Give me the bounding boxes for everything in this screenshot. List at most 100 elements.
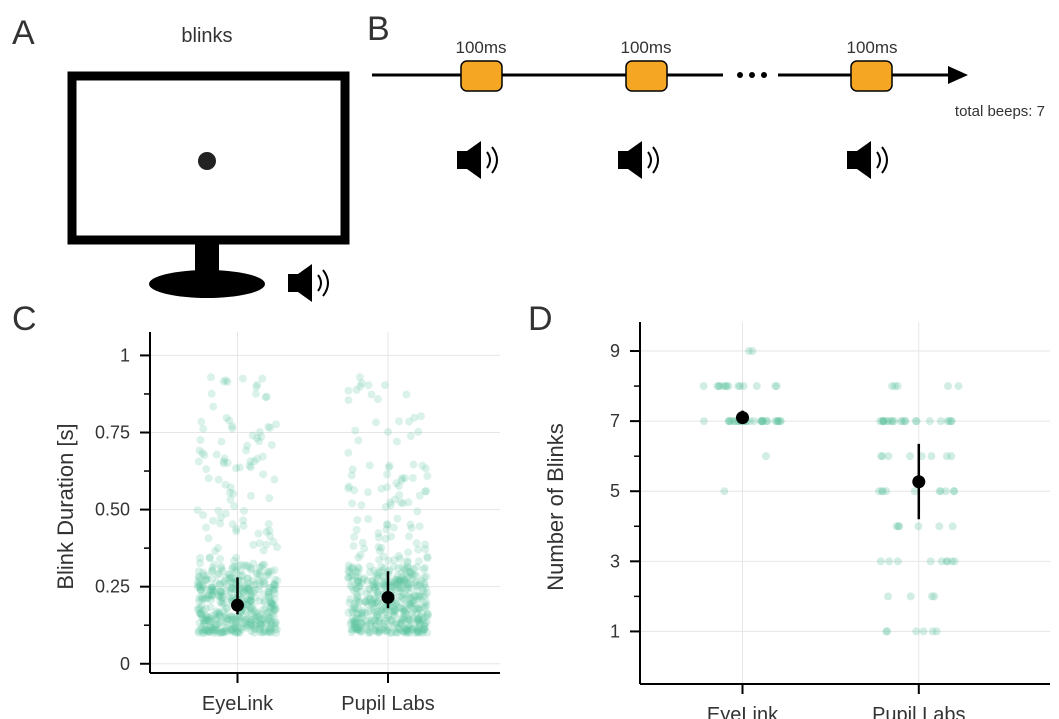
data-point bbox=[384, 427, 393, 436]
data-point bbox=[264, 567, 273, 576]
data-point bbox=[262, 527, 271, 536]
data-point bbox=[724, 417, 733, 426]
data-point bbox=[776, 417, 785, 426]
data-point bbox=[218, 587, 227, 596]
data-point bbox=[228, 584, 237, 593]
data-point bbox=[395, 592, 404, 601]
data-point bbox=[269, 537, 278, 546]
data-point bbox=[256, 570, 265, 579]
data-point bbox=[412, 539, 421, 548]
data-point bbox=[403, 579, 412, 588]
data-point bbox=[220, 454, 229, 463]
data-point bbox=[267, 600, 276, 609]
data-point bbox=[411, 605, 420, 614]
total-beeps-label: total beeps: 7 bbox=[955, 103, 1045, 120]
data-point bbox=[357, 609, 366, 618]
data-point bbox=[399, 590, 408, 599]
data-point bbox=[384, 605, 393, 614]
data-point bbox=[877, 487, 886, 496]
data-point bbox=[413, 507, 422, 516]
data-point bbox=[402, 579, 411, 588]
data-point bbox=[375, 568, 384, 577]
data-point bbox=[890, 417, 899, 426]
data-point bbox=[198, 449, 207, 458]
data-point bbox=[387, 532, 396, 541]
data-point bbox=[411, 628, 420, 637]
data-point bbox=[415, 605, 424, 614]
data-point bbox=[879, 417, 888, 426]
data-point bbox=[243, 585, 252, 594]
data-point bbox=[413, 596, 422, 605]
data-point bbox=[399, 577, 408, 586]
data-point bbox=[206, 617, 215, 626]
data-point bbox=[247, 565, 256, 574]
data-point bbox=[422, 597, 431, 606]
data-point bbox=[199, 511, 208, 520]
data-point bbox=[230, 556, 239, 565]
data-point bbox=[248, 576, 257, 585]
data-point bbox=[391, 599, 400, 608]
data-point bbox=[252, 607, 261, 616]
data-point bbox=[252, 382, 261, 391]
data-point bbox=[200, 628, 209, 637]
data-point bbox=[264, 588, 273, 597]
data-point bbox=[205, 627, 214, 636]
data-point bbox=[421, 622, 430, 631]
data-point bbox=[255, 613, 264, 622]
data-point bbox=[249, 587, 258, 596]
data-point bbox=[263, 615, 272, 624]
data-point bbox=[884, 452, 893, 461]
data-point bbox=[267, 567, 276, 576]
data-point bbox=[267, 620, 276, 629]
data-point bbox=[423, 628, 432, 637]
data-point bbox=[355, 373, 364, 382]
data-point bbox=[223, 614, 232, 623]
data-point bbox=[374, 543, 383, 552]
data-point bbox=[266, 614, 275, 623]
data-point bbox=[243, 614, 252, 623]
data-point bbox=[417, 626, 426, 635]
data-point bbox=[892, 522, 901, 531]
data-point bbox=[348, 564, 357, 573]
data-point bbox=[736, 382, 745, 391]
data-point bbox=[772, 382, 781, 391]
data-point bbox=[218, 597, 227, 606]
data-point bbox=[925, 417, 934, 426]
data-point bbox=[196, 554, 205, 563]
data-point bbox=[242, 606, 251, 615]
data-point bbox=[759, 417, 768, 426]
data-point bbox=[370, 583, 379, 592]
data-point bbox=[228, 562, 237, 571]
data-point bbox=[385, 461, 394, 470]
data-point bbox=[936, 487, 945, 496]
data-point bbox=[265, 625, 274, 634]
data-point bbox=[410, 591, 419, 600]
data-point bbox=[375, 625, 384, 634]
data-point bbox=[221, 614, 230, 623]
data-point bbox=[264, 587, 273, 596]
data-point bbox=[389, 620, 398, 629]
data-point bbox=[195, 619, 204, 628]
data-point bbox=[199, 594, 208, 603]
data-point bbox=[230, 578, 239, 587]
data-point bbox=[420, 573, 429, 582]
data-point bbox=[224, 570, 233, 579]
data-point bbox=[257, 432, 266, 441]
data-point bbox=[235, 628, 244, 637]
data-point bbox=[403, 592, 412, 601]
data-point bbox=[404, 623, 413, 632]
data-point bbox=[419, 592, 428, 601]
data-point bbox=[389, 611, 398, 620]
data-point bbox=[409, 564, 418, 573]
data-point bbox=[385, 622, 394, 631]
data-point bbox=[397, 613, 406, 622]
data-point bbox=[207, 389, 216, 398]
data-point bbox=[412, 571, 421, 580]
data-point bbox=[373, 596, 382, 605]
data-point bbox=[208, 591, 217, 600]
data-point bbox=[347, 471, 356, 480]
data-point bbox=[406, 432, 415, 441]
data-point bbox=[351, 567, 360, 576]
data-point bbox=[380, 580, 389, 589]
data-point bbox=[251, 616, 260, 625]
